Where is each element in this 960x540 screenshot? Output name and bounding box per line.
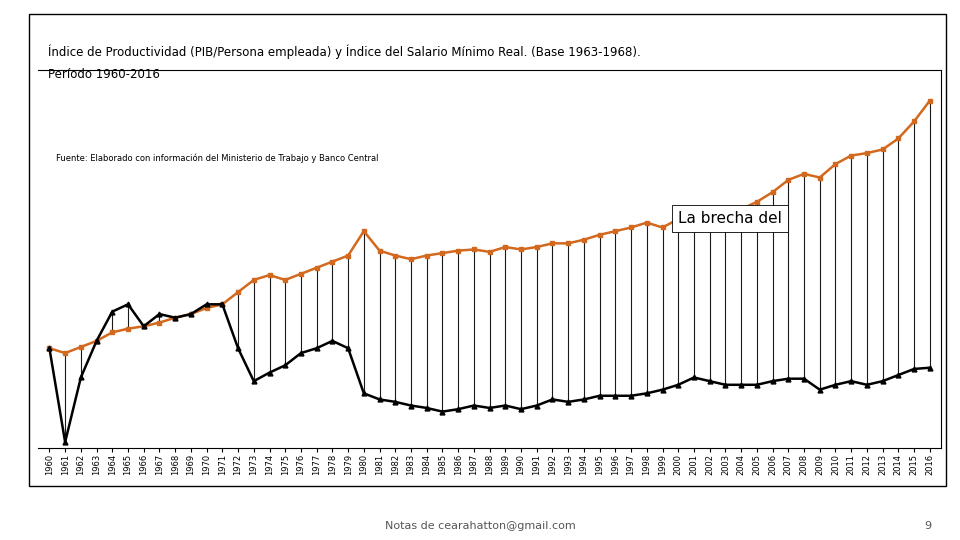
Indice de productividad (PIB/persona empleada) xyxy=(924,97,936,104)
Indice de salario mínimo legal real xyxy=(924,364,936,371)
Indice de productividad (PIB/persona empleada) xyxy=(657,224,668,231)
Indice de salario mínimo legal real xyxy=(60,439,71,446)
Text: Fuente: Elaborado con información del Ministerio de Trabajo y Banco Central: Fuente: Elaborado con información del Mi… xyxy=(57,153,379,163)
Indice de productividad (PIB/persona empleada) xyxy=(91,338,103,344)
Text: La brecha del: La brecha del xyxy=(679,211,782,226)
Indice de productividad (PIB/persona empleada) xyxy=(295,271,306,277)
Indice de productividad (PIB/persona empleada) xyxy=(43,345,55,352)
Indice de productividad (PIB/persona empleada) xyxy=(673,215,684,222)
Indice de salario mínimo legal real xyxy=(43,345,55,352)
Text: Índice de Productividad (PIB/Persona empleada) y Índice del Salario Mínimo Real.: Índice de Productividad (PIB/Persona emp… xyxy=(48,45,640,59)
Indice de salario mínimo legal real xyxy=(688,374,700,381)
Indice de salario mínimo legal real xyxy=(107,308,118,315)
Indice de salario mínimo legal real xyxy=(452,406,464,413)
Indice de salario mínimo legal real xyxy=(673,382,684,388)
Indice de salario mínimo legal real xyxy=(91,338,103,344)
Text: Notas de cearahatton@gmail.com: Notas de cearahatton@gmail.com xyxy=(385,521,575,531)
Indice de productividad (PIB/persona empleada) xyxy=(437,250,448,256)
Indice de productividad (PIB/persona empleada) xyxy=(60,350,71,356)
Line: Indice de productividad (PIB/persona empleada): Indice de productividad (PIB/persona emp… xyxy=(47,98,932,355)
Text: Período 1960-2016: Período 1960-2016 xyxy=(48,68,160,81)
Text: 9: 9 xyxy=(924,521,931,531)
Indice de salario mínimo legal real xyxy=(311,345,323,352)
Line: Indice de salario mínimo legal real: Indice de salario mínimo legal real xyxy=(47,302,932,444)
Indice de productividad (PIB/persona empleada) xyxy=(107,329,118,335)
Indice de salario mínimo legal real xyxy=(122,301,133,308)
